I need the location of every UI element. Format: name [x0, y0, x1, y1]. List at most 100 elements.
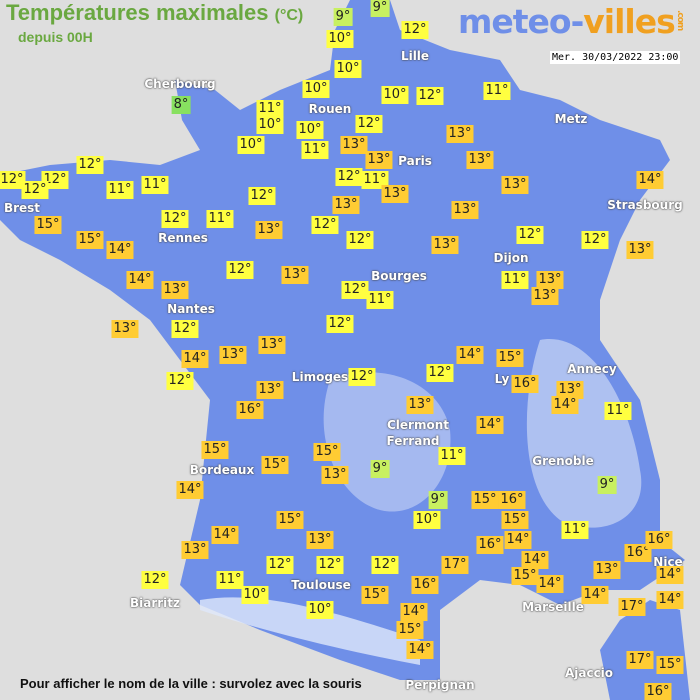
- temperature-label[interactable]: 12°: [371, 556, 399, 574]
- temperature-label[interactable]: 10°: [296, 121, 324, 139]
- temperature-label[interactable]: 15°: [361, 586, 389, 604]
- temperature-label[interactable]: 14°: [551, 396, 579, 414]
- temperature-label[interactable]: 12°: [326, 315, 354, 333]
- temperature-label[interactable]: 12°: [141, 571, 169, 589]
- temperature-label[interactable]: 16°: [511, 375, 539, 393]
- temperature-label[interactable]: 15°: [511, 567, 539, 585]
- temperature-label[interactable]: 13°: [536, 271, 564, 289]
- temperature-label[interactable]: 13°: [626, 241, 654, 259]
- city-label[interactable]: Rouen: [308, 102, 352, 116]
- temperature-label[interactable]: 15°: [501, 511, 529, 529]
- temperature-label[interactable]: 14°: [181, 350, 209, 368]
- temperature-label[interactable]: 14°: [581, 586, 609, 604]
- temperature-label[interactable]: 10°: [381, 86, 409, 104]
- temperature-label[interactable]: 10°: [306, 601, 334, 619]
- temperature-label[interactable]: 17°: [618, 598, 646, 616]
- temperature-label[interactable]: 10°: [326, 30, 354, 48]
- temperature-label[interactable]: 12°: [335, 168, 363, 186]
- city-label[interactable]: Biarritz: [129, 596, 181, 610]
- temperature-label[interactable]: 12°: [401, 21, 429, 39]
- temperature-label[interactable]: 14°: [400, 603, 428, 621]
- temperature-label[interactable]: 16°: [645, 531, 673, 549]
- temperature-label[interactable]: 15°: [276, 511, 304, 529]
- temperature-label[interactable]: 14°: [636, 171, 664, 189]
- temperature-label[interactable]: 10°: [241, 586, 269, 604]
- city-label[interactable]: Rennes: [158, 231, 208, 245]
- temperature-label[interactable]: 12°: [346, 231, 374, 249]
- temperature-label[interactable]: 13°: [111, 320, 139, 338]
- temperature-label[interactable]: 14°: [456, 346, 484, 364]
- city-label[interactable]: Marseille: [522, 600, 584, 614]
- temperature-label[interactable]: 13°: [501, 176, 529, 194]
- temperature-label[interactable]: 17°: [626, 651, 654, 669]
- temperature-label[interactable]: 11°: [256, 100, 284, 118]
- temperature-label[interactable]: 13°: [161, 281, 189, 299]
- france-mainland[interactable]: [0, 0, 685, 680]
- temperature-label[interactable]: 13°: [431, 236, 459, 254]
- temperature-label[interactable]: 13°: [365, 151, 393, 169]
- temperature-label[interactable]: 14°: [406, 641, 434, 659]
- temperature-label[interactable]: 13°: [406, 396, 434, 414]
- temperature-label[interactable]: 10°: [237, 136, 265, 154]
- city-label[interactable]: Bordeaux: [189, 463, 255, 477]
- city-label[interactable]: Dijon: [493, 251, 529, 265]
- city-label[interactable]: Strasbourg: [607, 198, 683, 212]
- temperature-label[interactable]: 12°: [355, 115, 383, 133]
- temperature-label[interactable]: 13°: [381, 185, 409, 203]
- temperature-label[interactable]: 12°: [581, 231, 609, 249]
- temperature-label[interactable]: 14°: [211, 526, 239, 544]
- temperature-label[interactable]: 14°: [504, 531, 532, 549]
- temperature-label[interactable]: 14°: [126, 271, 154, 289]
- temperature-label[interactable]: 12°: [316, 556, 344, 574]
- temperature-label[interactable]: 16°: [644, 683, 672, 700]
- temperature-label[interactable]: 14°: [476, 416, 504, 434]
- temperature-label[interactable]: 13°: [332, 196, 360, 214]
- temperature-label[interactable]: 11°: [438, 447, 466, 465]
- temperature-label[interactable]: 14°: [106, 241, 134, 259]
- city-label[interactable]: Clermont: [386, 418, 450, 432]
- temperature-label[interactable]: 15°: [201, 441, 229, 459]
- city-label[interactable]: Ferrand: [386, 434, 440, 448]
- temperature-label[interactable]: 11°: [361, 171, 389, 189]
- city-label[interactable]: Paris: [398, 154, 432, 168]
- temperature-label[interactable]: 13°: [593, 561, 621, 579]
- temperature-label[interactable]: 13°: [219, 346, 247, 364]
- city-label[interactable]: Nantes: [167, 302, 215, 316]
- temperature-label[interactable]: 15°: [34, 216, 62, 234]
- temperature-label[interactable]: 12°: [0, 171, 26, 189]
- temperature-label[interactable]: 12°: [266, 556, 294, 574]
- temperature-label[interactable]: 16°: [498, 491, 526, 509]
- temperature-label[interactable]: 12°: [516, 226, 544, 244]
- temperature-label[interactable]: 9°: [597, 476, 617, 494]
- city-label[interactable]: Toulouse: [291, 578, 351, 592]
- temperature-label[interactable]: 15°: [313, 443, 341, 461]
- temperature-label[interactable]: 14°: [656, 566, 684, 584]
- temperature-label[interactable]: 11°: [561, 521, 589, 539]
- temperature-label[interactable]: 10°: [302, 80, 330, 98]
- temperature-label[interactable]: 11°: [141, 176, 169, 194]
- temperature-label[interactable]: 13°: [446, 125, 474, 143]
- temperature-label[interactable]: 12°: [171, 320, 199, 338]
- city-label[interactable]: Limoges: [291, 370, 349, 384]
- temperature-label[interactable]: 14°: [536, 575, 564, 593]
- temperature-label[interactable]: 15°: [76, 231, 104, 249]
- temperature-label[interactable]: 12°: [248, 187, 276, 205]
- temperature-label[interactable]: 15°: [496, 349, 524, 367]
- temperature-label[interactable]: 11°: [206, 210, 234, 228]
- temperature-label[interactable]: 11°: [106, 181, 134, 199]
- temperature-label[interactable]: 13°: [531, 287, 559, 305]
- temperature-label[interactable]: 12°: [21, 181, 49, 199]
- city-label[interactable]: Nice: [653, 555, 683, 569]
- temperature-label[interactable]: 17°: [441, 556, 469, 574]
- city-label[interactable]: Bourges: [371, 269, 427, 283]
- temperature-label[interactable]: 10°: [413, 511, 441, 529]
- city-label[interactable]: Cherbourg: [144, 77, 216, 91]
- temperature-label[interactable]: 12°: [416, 87, 444, 105]
- temperature-label[interactable]: 13°: [255, 221, 283, 239]
- temperature-label[interactable]: 13°: [466, 151, 494, 169]
- temperature-label[interactable]: 11°: [301, 141, 329, 159]
- temperature-label[interactable]: 12°: [226, 261, 254, 279]
- temperature-label[interactable]: 14°: [656, 591, 684, 609]
- temperature-label[interactable]: 10°: [256, 116, 284, 134]
- city-label[interactable]: Grenoble: [532, 454, 594, 468]
